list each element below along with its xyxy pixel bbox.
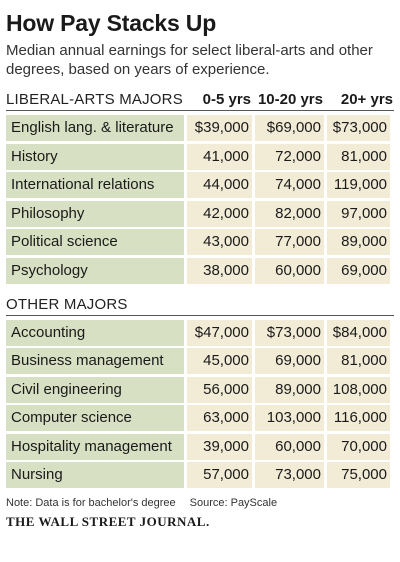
major-name-cell: Hospitality management: [6, 433, 184, 460]
earnings-cell: 89,000: [255, 376, 324, 403]
earnings-cell: 56,000: [187, 376, 252, 403]
table-row: Political science 43,000 77,000 89,000: [6, 229, 394, 255]
table-row: Hospitality management 39,000 60,000 70,000: [6, 433, 394, 460]
earnings-cell: 72,000: [255, 143, 324, 170]
table-row: Philosophy 42,000 82,000 97,000: [6, 200, 394, 227]
earnings-cell: 39,000: [187, 433, 252, 460]
column-header-10-20: 10-20 yrs: [257, 91, 323, 108]
chart-title: How Pay Stacks Up: [6, 10, 217, 36]
earnings-cell: 57,000: [187, 462, 252, 488]
earnings-cell: $47,000: [187, 319, 252, 346]
note-text: Note: Data is for bachelor's degree: [6, 497, 176, 509]
chart-subtitle: Median annual earnings for select libera…: [6, 42, 373, 78]
earnings-cell: 42,000: [187, 200, 252, 227]
earnings-cell: 103,000: [255, 405, 324, 431]
publisher-logo-text: THE WALL STREET JOURNAL.: [6, 514, 210, 529]
earnings-cell: 119,000: [327, 172, 390, 198]
major-name-cell: Political science: [6, 229, 184, 255]
earnings-cell: 77,000: [255, 229, 324, 255]
table-row: Nursing 57,000 73,000 75,000: [6, 462, 394, 488]
earnings-cell: 43,000: [187, 229, 252, 255]
table-row: English lang. & literature $39,000 $69,000…: [6, 115, 394, 141]
earnings-cell: 45,000: [187, 348, 252, 374]
earnings-cell: 82,000: [255, 200, 324, 227]
earnings-cell: 69,000: [327, 257, 390, 284]
earnings-cell: 81,000: [327, 348, 390, 374]
section-header-other: OTHER MAJORS: [6, 294, 394, 316]
table-row: International relations 44,000 74,000 119,0…: [6, 172, 394, 198]
section-label: LIBERAL-ARTS MAJORS: [6, 91, 183, 108]
earnings-cell: 69,000: [255, 348, 324, 374]
earnings-cell: 70,000: [327, 433, 390, 460]
earnings-cell: 44,000: [187, 172, 252, 198]
major-name-cell: Computer science: [6, 405, 184, 431]
earnings-cell: $39,000: [187, 115, 252, 141]
earnings-cell: $84,000: [327, 319, 390, 346]
earnings-cell: 75,000: [327, 462, 390, 488]
major-name-cell: International relations: [6, 172, 184, 198]
earnings-cell: $73,000: [327, 115, 390, 141]
earnings-cell: 89,000: [327, 229, 390, 255]
table-row: Business management 45,000 69,000 81,000: [6, 348, 394, 374]
earnings-cell: 60,000: [255, 433, 324, 460]
major-name-cell: Psychology: [6, 257, 184, 284]
earnings-cell: 73,000: [255, 462, 324, 488]
table-row: Civil engineering 56,000 89,000 108,000: [6, 376, 394, 403]
footnote: Note: Data is for bachelor's degree Sour…: [6, 496, 394, 510]
table-body-other: Accounting $47,000 $73,000 $84,000 Business …: [6, 319, 394, 488]
major-name-cell: Accounting: [6, 319, 184, 346]
major-name-cell: History: [6, 143, 184, 170]
major-name-cell: Civil engineering: [6, 376, 184, 403]
earnings-cell: 81,000: [327, 143, 390, 170]
table-row: Psychology 38,000 60,000 69,000: [6, 257, 394, 284]
earnings-cell: 108,000: [327, 376, 390, 403]
table-row: History 41,000 72,000 81,000: [6, 143, 394, 170]
section-label: OTHER MAJORS: [6, 295, 128, 313]
table-body-liberal-arts: English lang. & literature $39,000 $69,000…: [6, 115, 394, 284]
section-header-liberal-arts: LIBERAL-ARTS MAJORS 0-5 yrs 10-20 yrs 20…: [6, 89, 394, 111]
major-name-cell: Nursing: [6, 462, 184, 488]
table-row: Computer science 63,000 103,000 116,000: [6, 405, 394, 431]
earnings-cell: 38,000: [187, 257, 252, 284]
earnings-cell: $69,000: [255, 115, 324, 141]
earnings-cell: 63,000: [187, 405, 252, 431]
major-name-cell: Philosophy: [6, 200, 184, 227]
source-text: Source: PayScale: [189, 497, 278, 509]
earnings-cell: $73,000: [255, 319, 324, 346]
column-header-20-plus: 20+ yrs: [340, 91, 393, 108]
earnings-cell: 60,000: [255, 257, 324, 284]
earnings-cell: 116,000: [327, 405, 390, 431]
earnings-cell: 74,000: [255, 172, 324, 198]
table-row: Accounting $47,000 $73,000 $84,000: [6, 319, 394, 346]
major-name-cell: English lang. & literature: [6, 115, 184, 141]
column-header-0-5: 0-5 yrs: [202, 91, 251, 108]
earnings-cell: 97,000: [327, 200, 390, 227]
major-name-cell: Business management: [6, 348, 184, 374]
earnings-cell: 41,000: [187, 143, 252, 170]
